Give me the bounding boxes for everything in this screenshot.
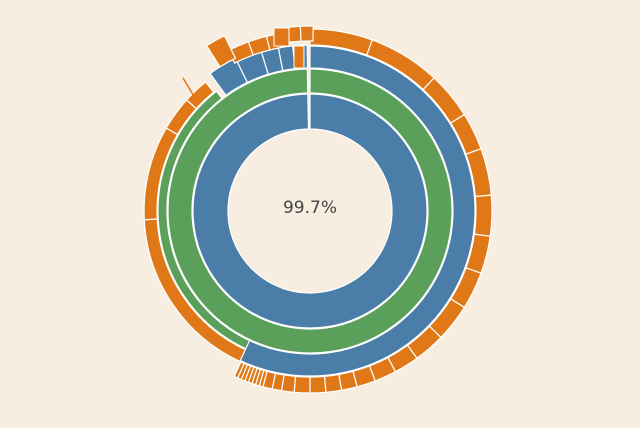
top-tick-0[interactable] [273,27,290,47]
top-tick-1[interactable] [293,45,305,69]
ring-3-small-segment-1[interactable] [277,45,296,72]
ring-4-outer-segment-15[interactable] [309,375,327,394]
ring-4-outer-segment-16[interactable] [293,375,311,394]
ring-4-outer-segment-5[interactable] [473,194,493,238]
ring-2-segment-0[interactable] [167,68,453,354]
center-percentage-label: 99.7% [282,198,337,218]
thin-sliver-mark [182,77,199,104]
ring-3-green-arc-left[interactable] [157,90,251,350]
ring-4-topleft-segment-6[interactable] [299,25,314,42]
ring-4-topleft-segment-4[interactable] [205,34,237,68]
ring-4-sliver-7[interactable] [233,361,245,379]
ring-3-small-segment-4[interactable] [209,57,249,97]
ring-1-segment-0[interactable] [192,93,428,329]
ring-4-outer-segment-14[interactable] [323,373,343,393]
